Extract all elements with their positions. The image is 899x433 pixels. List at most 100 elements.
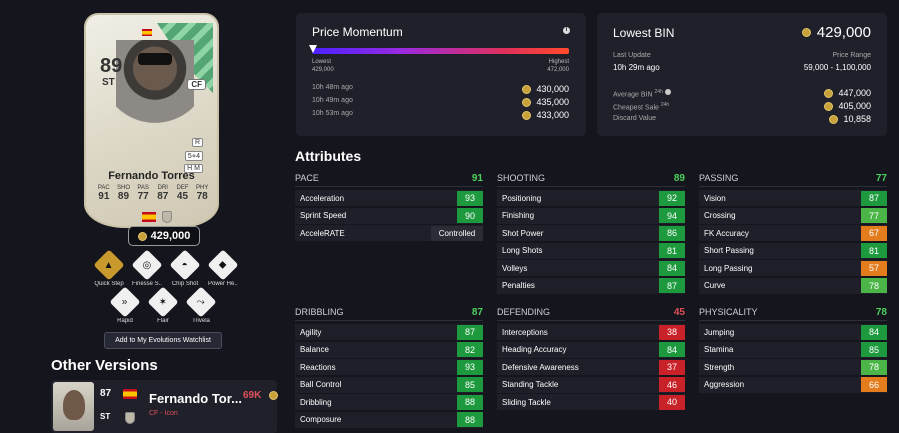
playstyle-label: Flair: [157, 318, 169, 324]
foot-badge: R: [191, 138, 203, 147]
attr-row: Sprint Speed 90: [295, 207, 483, 224]
playstyle-label: Chip Shot: [171, 281, 199, 287]
info-icon[interactable]: i: [563, 27, 570, 34]
attr-name: Defensive Awareness: [502, 362, 579, 372]
attr-value: 84: [659, 342, 685, 357]
attr-row: Heading Accuracy 84: [497, 341, 685, 358]
playstyles-row: ▲ Quick Step ◎ Finesse S... ◓ Chip Shot ◆ Power…: [93, 249, 239, 287]
attr-value: 78: [861, 359, 887, 375]
attr-group-header: PACE 91: [295, 173, 483, 187]
version-position: ST: [100, 412, 111, 421]
version-nation-flag: [123, 389, 137, 399]
attr-group-header: SHOOTING 89: [497, 173, 685, 187]
attr-row: Long Passing 57: [699, 260, 887, 276]
attr-value: 88: [457, 412, 483, 427]
attr-value: 93: [457, 359, 483, 375]
attr-value: 85: [861, 342, 887, 357]
coin-icon: [829, 114, 839, 124]
playstyle-chip-shot[interactable]: ◓ Chip Shot: [169, 249, 201, 287]
attr-row: Jumping 84: [699, 324, 887, 340]
coin-icon: [824, 101, 834, 111]
attr-value: Controlled: [431, 225, 483, 241]
lowest-bin-title: Lowest BIN: [613, 26, 675, 40]
attr-row: Finishing 94: [497, 207, 685, 224]
other-version-item[interactable]: 87 ST Fernando Tor... CF - Icon 69K: [51, 380, 278, 433]
playstyle-power-header[interactable]: ◆ Power He...: [207, 249, 239, 287]
attr-value: 93: [457, 190, 483, 206]
attr-name: Agility: [300, 327, 322, 337]
attr-name: Standing Tackle: [502, 380, 559, 389]
rapid-icon: »: [109, 286, 141, 318]
playstyle-flair[interactable]: ✶ Flair: [147, 286, 179, 324]
attr-value: 87: [659, 278, 685, 293]
attr-name: Reactions: [300, 362, 336, 372]
attr-value: 67: [861, 225, 887, 241]
attr-name: Positioning: [502, 193, 542, 203]
attr-row: Stamina 85: [699, 341, 887, 358]
coin-icon: [801, 28, 811, 37]
attr-value: 84: [659, 260, 685, 276]
trivela-icon: ⤳: [185, 286, 217, 318]
attr-value: 77: [861, 208, 887, 223]
attr-group-defending: DEFENDING 45 Interceptions 38 Heading Accura…: [497, 307, 685, 412]
coin-icon: [137, 231, 147, 241]
coin-icon: [522, 110, 532, 120]
attr-row: Long Shots 81: [497, 242, 685, 259]
info-icon[interactable]: [664, 89, 671, 95]
finesse-shot-icon: ◎: [131, 249, 163, 281]
price-history-row: 10h 49m ago 435,000: [312, 97, 569, 107]
lowest-bin-panel: Lowest BIN 429,000 Last Update 10h 29m a…: [597, 13, 887, 136]
attr-row: AcceleRATE Controlled: [295, 225, 483, 241]
playstyle-label: Finesse S...: [132, 281, 162, 287]
price-range-value: 59,000 - 1,100,000: [803, 63, 871, 72]
discard-value: 10,858: [829, 114, 871, 124]
attr-row: Composure 88: [295, 411, 483, 428]
price-range-label: Price Range: [832, 52, 871, 59]
card-stat: SHO 89: [116, 185, 130, 202]
attr-name: FK Accuracy: [704, 228, 749, 238]
attr-value: 82: [457, 342, 483, 357]
card-stats: PAC 91 SHO 89 PAS 77 DRI 87 DEF 45 PHY 78: [94, 185, 212, 202]
playstyle-rapid[interactable]: » Rapid: [109, 286, 141, 324]
attr-name: Interceptions: [502, 327, 548, 337]
attr-name: Stamina: [704, 345, 734, 354]
attr-name: Long Shots: [502, 246, 543, 255]
attr-value: 66: [861, 377, 887, 392]
nation-flag: [142, 212, 156, 222]
card-stat: PAS 77: [137, 185, 149, 202]
attr-row: Volleys 84: [497, 260, 685, 276]
attributes-title: Attributes: [295, 148, 362, 164]
coin-icon: [522, 97, 532, 107]
average-bin-value: 447,000: [824, 88, 871, 98]
attr-group-header: DEFENDING 45: [497, 307, 685, 321]
discard-value-label: Discard Value: [613, 115, 657, 122]
attr-name: Aggression: [704, 380, 745, 389]
attr-row: Agility 87: [295, 324, 483, 340]
skill-weak-foot-badge: 5⋄4: [184, 151, 203, 161]
attr-value: 92: [659, 190, 685, 206]
attr-row: Defensive Awareness 37: [497, 359, 685, 375]
attr-name: Crossing: [704, 211, 736, 220]
attr-value: 87: [861, 190, 887, 206]
attr-name: Jumping: [704, 327, 735, 337]
add-to-watchlist-button[interactable]: Add to My Evolutions Watchlist: [104, 332, 222, 349]
attr-group-passing: PASSING 77 Vision 87 Crossing 77 FK Accuracy 67…: [699, 173, 887, 295]
card-price: 429,000: [128, 226, 200, 246]
highest-price: Highest 472,000: [547, 59, 569, 73]
attr-name: Sprint Speed: [300, 211, 347, 220]
card-stat: DRI 87: [157, 185, 169, 202]
work-rate-badge: H M: [184, 164, 203, 173]
price-range-bar: [309, 45, 569, 54]
attr-name: Long Passing: [704, 263, 753, 273]
playstyle-label: Trivela: [192, 318, 210, 324]
attr-row: Curve 78: [699, 277, 887, 294]
playstyle-quick-step[interactable]: ▲ Quick Step: [93, 249, 125, 287]
playstyles-row: » Rapid ✶ Flair ⤳ Trivela: [109, 286, 217, 324]
attr-group-shooting: SHOOTING 89 Positioning 92 Finishing 94 Shot P…: [497, 173, 685, 295]
version-name: Fernando Tor...: [149, 391, 242, 406]
attr-value: 84: [861, 324, 887, 340]
playstyle-finesse-shot[interactable]: ◎ Finesse S...: [131, 249, 163, 287]
attr-row: Short Passing 81: [699, 242, 887, 259]
playstyle-trivela[interactable]: ⤳ Trivela: [185, 286, 217, 324]
coin-icon: [522, 84, 532, 94]
